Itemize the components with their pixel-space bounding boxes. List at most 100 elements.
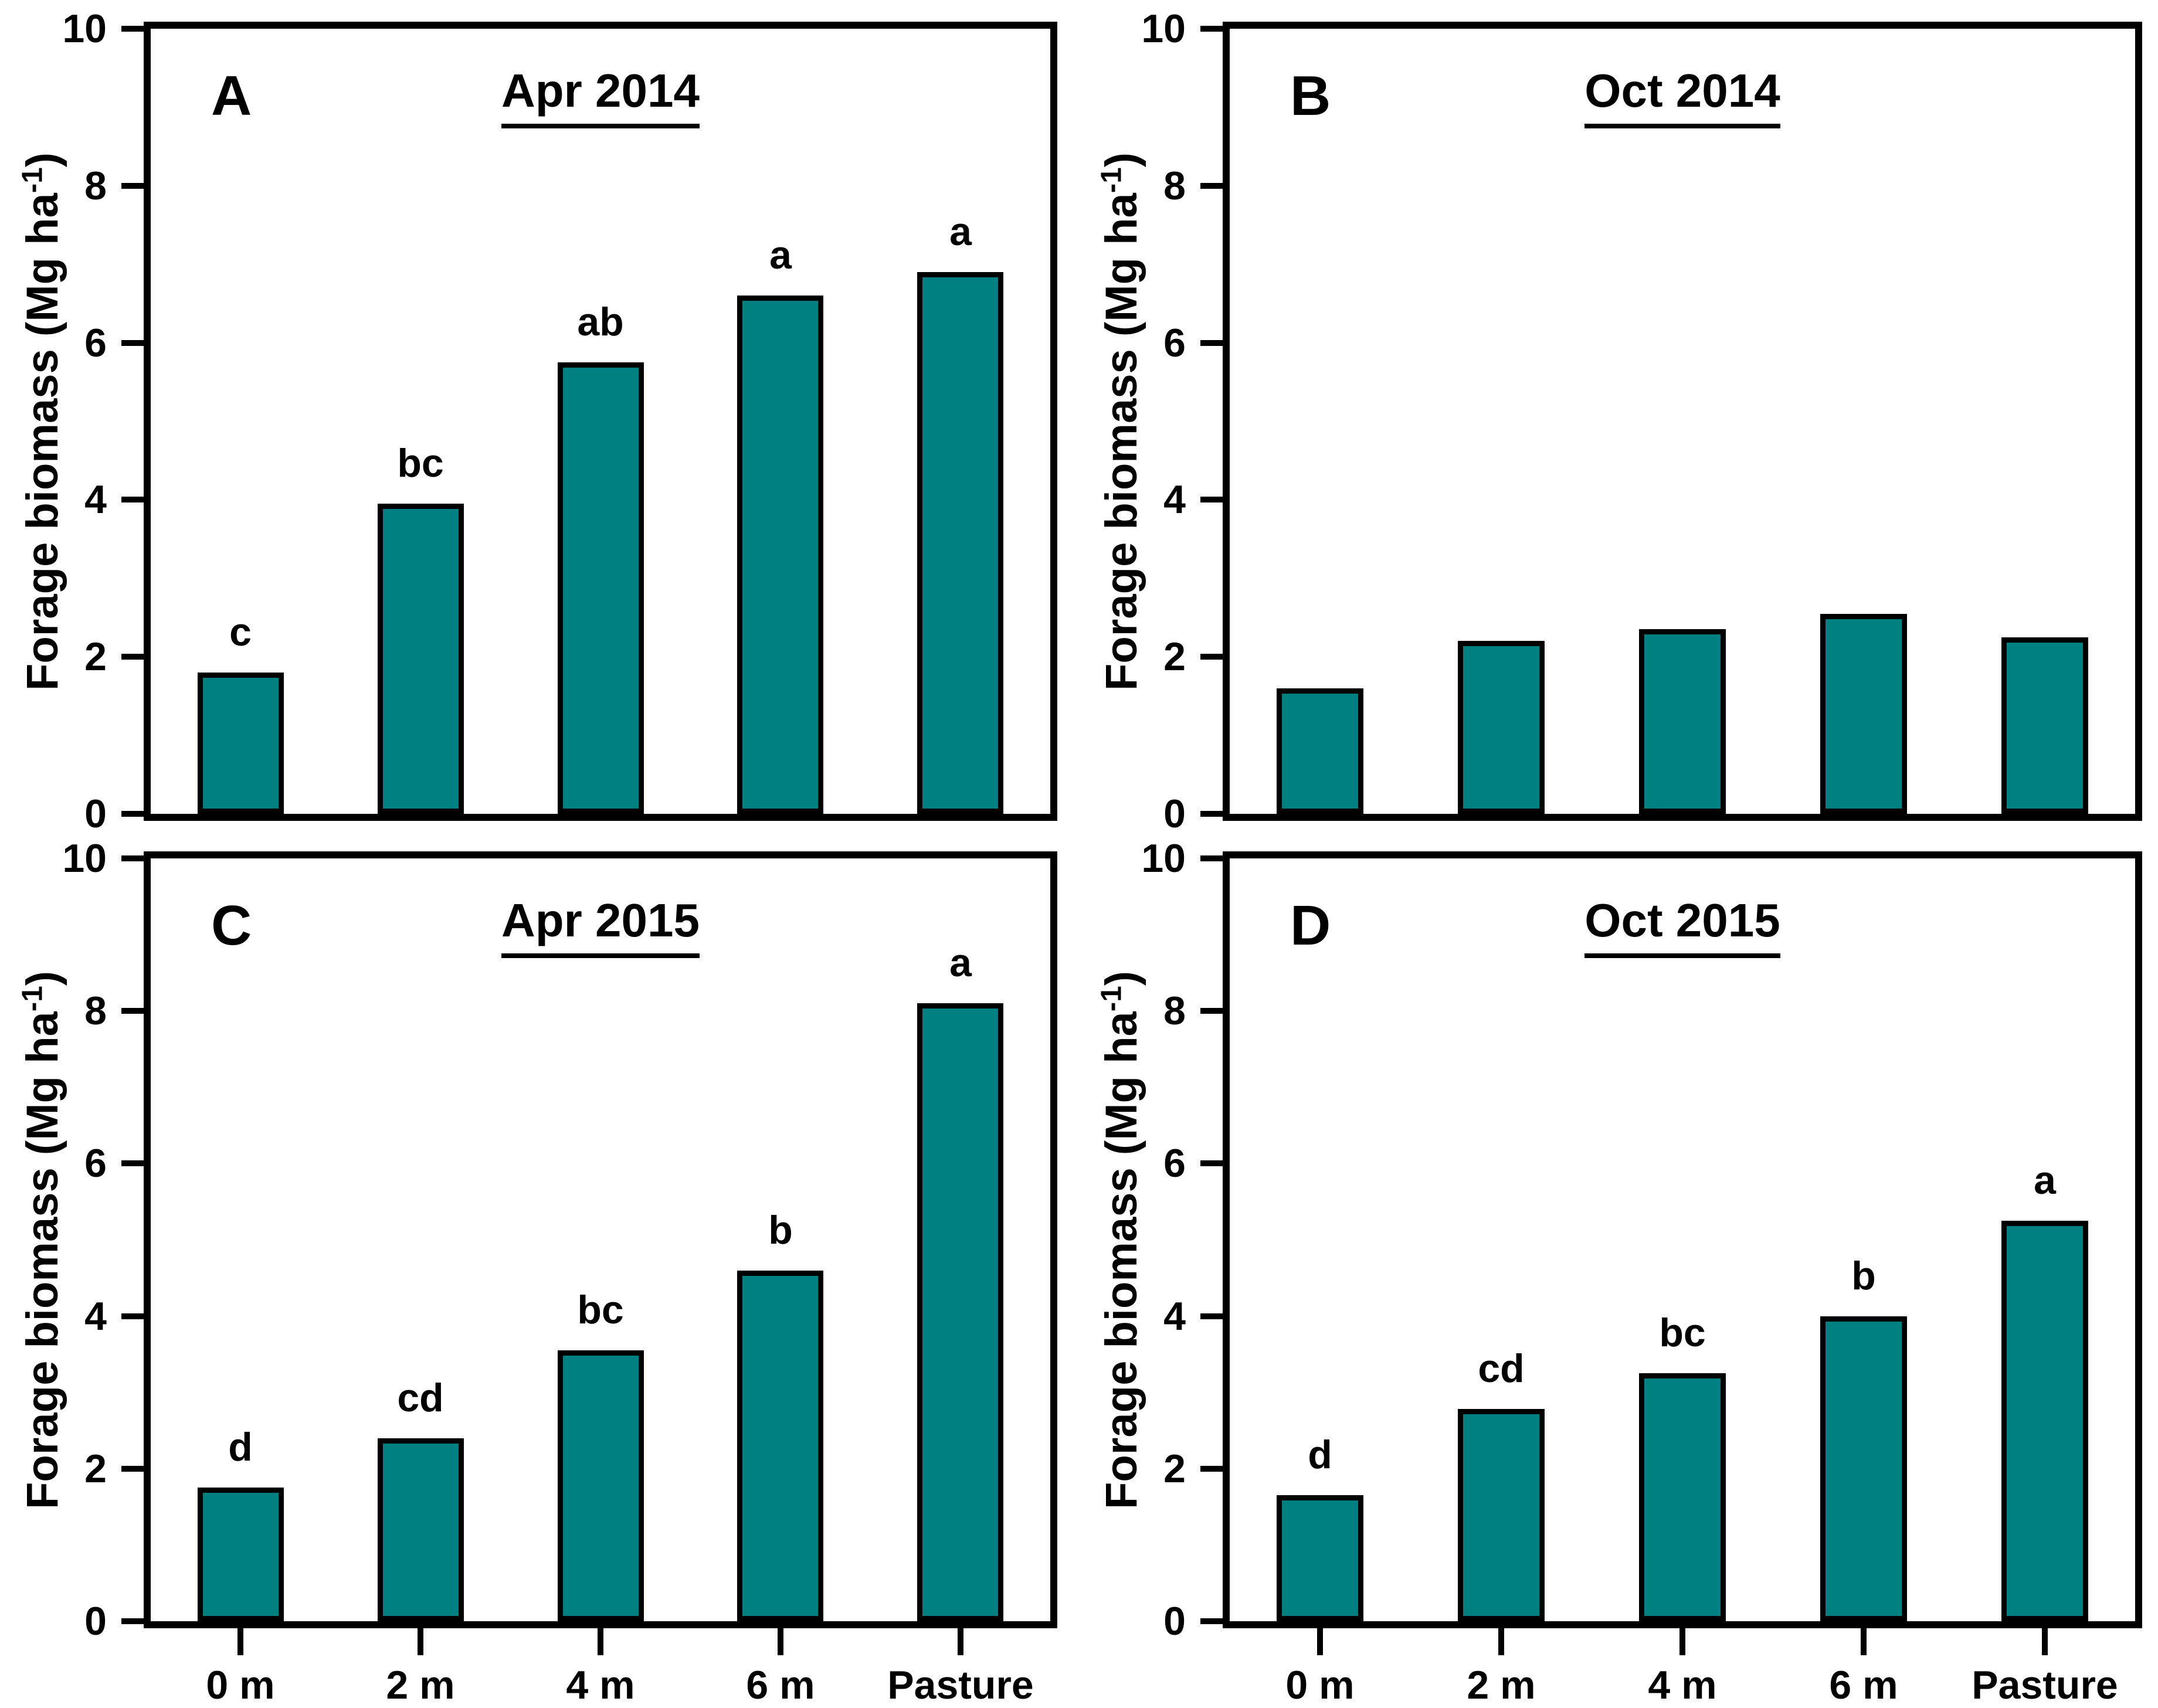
- panel-title: Oct 2014: [1584, 64, 1780, 128]
- y-tick: [1200, 497, 1223, 502]
- y-axis-label-superscript: -1: [16, 986, 49, 1012]
- y-tick-label: 8: [1163, 164, 1186, 208]
- y-tick: [1200, 1466, 1223, 1472]
- x-category-label: 6 m: [746, 1663, 815, 1707]
- y-tick-label: 6: [84, 321, 107, 365]
- x-tick: [237, 1628, 243, 1655]
- y-tick-label: 0: [1163, 1599, 1186, 1644]
- significance-letter: bc: [397, 441, 444, 485]
- significance-letter: cd: [1478, 1346, 1525, 1391]
- panel-title-wrap: Apr 2015: [144, 894, 1057, 958]
- y-axis-label: Forage biomass (Mg ha-1): [1085, 852, 1146, 1629]
- x-tick: [958, 1628, 963, 1655]
- y-tick: [1200, 340, 1223, 346]
- y-tick-label: 10: [1141, 6, 1186, 51]
- y-axis-label-text: ): [1096, 970, 1146, 986]
- significance-letter: bc: [577, 1288, 624, 1332]
- y-axis-label-text: Forage biomass (Mg ha: [17, 1011, 67, 1510]
- y-axis-label-superscript: -1: [16, 167, 49, 193]
- y-tick-label: 0: [84, 1599, 107, 1644]
- bar-pasture: [2001, 1221, 2088, 1621]
- y-tick: [121, 1160, 144, 1166]
- y-tick: [1200, 1008, 1223, 1014]
- y-tick: [121, 1618, 144, 1624]
- panel-title: Apr 2015: [501, 894, 700, 958]
- x-category-label: 2 m: [386, 1663, 455, 1707]
- y-axis-label: Forage biomass (Mg ha-1): [1085, 22, 1146, 821]
- panel-letter-B: B: [1290, 64, 1331, 127]
- y-tick-label: 10: [62, 6, 107, 51]
- significance-letter: b: [768, 1208, 793, 1252]
- significance-letter: cd: [397, 1376, 444, 1420]
- y-tick: [1200, 855, 1223, 861]
- y-tick-label: 4: [84, 1294, 107, 1339]
- significance-letter: a: [949, 209, 972, 254]
- x-category-label: 6 m: [1829, 1663, 1898, 1707]
- y-tick: [1200, 1313, 1223, 1319]
- x-tick: [778, 1628, 783, 1655]
- y-axis-label-superscript: -1: [1095, 986, 1128, 1012]
- x-category-label: Pasture: [1972, 1663, 2118, 1707]
- panel-A-plot-box: c bc ab a a: [144, 22, 1057, 821]
- bar-pasture: [917, 1003, 1003, 1621]
- y-tick-label: 8: [84, 989, 107, 1033]
- y-axis-label-superscript: -1: [1095, 167, 1128, 193]
- bar-0-m: [1277, 1495, 1363, 1621]
- bar-0-m: [198, 673, 284, 814]
- y-tick-label: 0: [84, 792, 107, 836]
- x-category-label: 0 m: [1285, 1663, 1355, 1707]
- bar-4-m: [558, 362, 644, 814]
- y-tick: [121, 183, 144, 189]
- y-tick-label: 6: [1163, 321, 1186, 365]
- x-category-label: Pasture: [887, 1663, 1034, 1707]
- panel-C-plot-box: d cd bc b a: [144, 851, 1057, 1628]
- significance-letter: d: [228, 1425, 253, 1469]
- bar-pasture: [917, 272, 1003, 814]
- y-tick: [1200, 26, 1223, 32]
- bar-2-m: [378, 504, 464, 814]
- bar-0-m: [198, 1488, 284, 1621]
- y-tick-label: 2: [84, 634, 107, 679]
- y-axis-label-text: ): [17, 970, 67, 986]
- x-tick: [598, 1628, 603, 1655]
- panel-title: Oct 2015: [1584, 894, 1780, 958]
- y-tick: [121, 340, 144, 346]
- y-tick: [1200, 811, 1223, 817]
- x-tick: [1679, 1628, 1685, 1655]
- y-tick: [121, 1466, 144, 1472]
- y-tick: [121, 855, 144, 861]
- significance-letter: a: [769, 233, 792, 277]
- bar-2-m: [1458, 641, 1545, 814]
- x-category-label: 4 m: [1648, 1663, 1717, 1707]
- panel-B-plot-box: [1223, 22, 2142, 821]
- y-axis-label-text: Forage biomass (Mg ha: [17, 193, 67, 691]
- y-tick: [121, 1313, 144, 1319]
- y-axis-label: Forage biomass (Mg ha-1): [6, 22, 67, 821]
- y-tick: [1200, 1618, 1223, 1624]
- bar-6-m: [1820, 614, 1907, 814]
- panel-title-wrap: Apr 2014: [144, 64, 1057, 128]
- y-axis-label: Forage biomass (Mg ha-1): [6, 852, 67, 1629]
- y-axis-label-text: Forage biomass (Mg ha: [1096, 193, 1146, 691]
- y-tick-label: 4: [1163, 1294, 1186, 1339]
- x-tick: [418, 1628, 423, 1655]
- bar-4-m: [558, 1350, 644, 1621]
- significance-letter: bc: [1659, 1310, 1706, 1355]
- y-tick: [1200, 183, 1223, 189]
- panel-D-plot-box: d cd bc b a: [1223, 851, 2142, 1628]
- y-tick-label: 2: [84, 1446, 107, 1491]
- y-tick-label: 8: [1163, 989, 1186, 1033]
- y-axis-label-text: ): [17, 152, 67, 168]
- y-tick-label: 4: [84, 477, 107, 522]
- y-tick: [121, 811, 144, 817]
- x-category-label: 0 m: [206, 1663, 275, 1707]
- y-tick-label: 2: [1163, 1446, 1186, 1491]
- significance-letter: c: [229, 610, 252, 654]
- y-tick: [121, 497, 144, 502]
- significance-letter: a: [2034, 1158, 2056, 1203]
- bar-6-m: [737, 1271, 823, 1621]
- panel-title-wrap: Oct 2014: [1223, 64, 2142, 128]
- significance-letter: ab: [577, 300, 624, 344]
- panel-letter-A: A: [211, 64, 252, 127]
